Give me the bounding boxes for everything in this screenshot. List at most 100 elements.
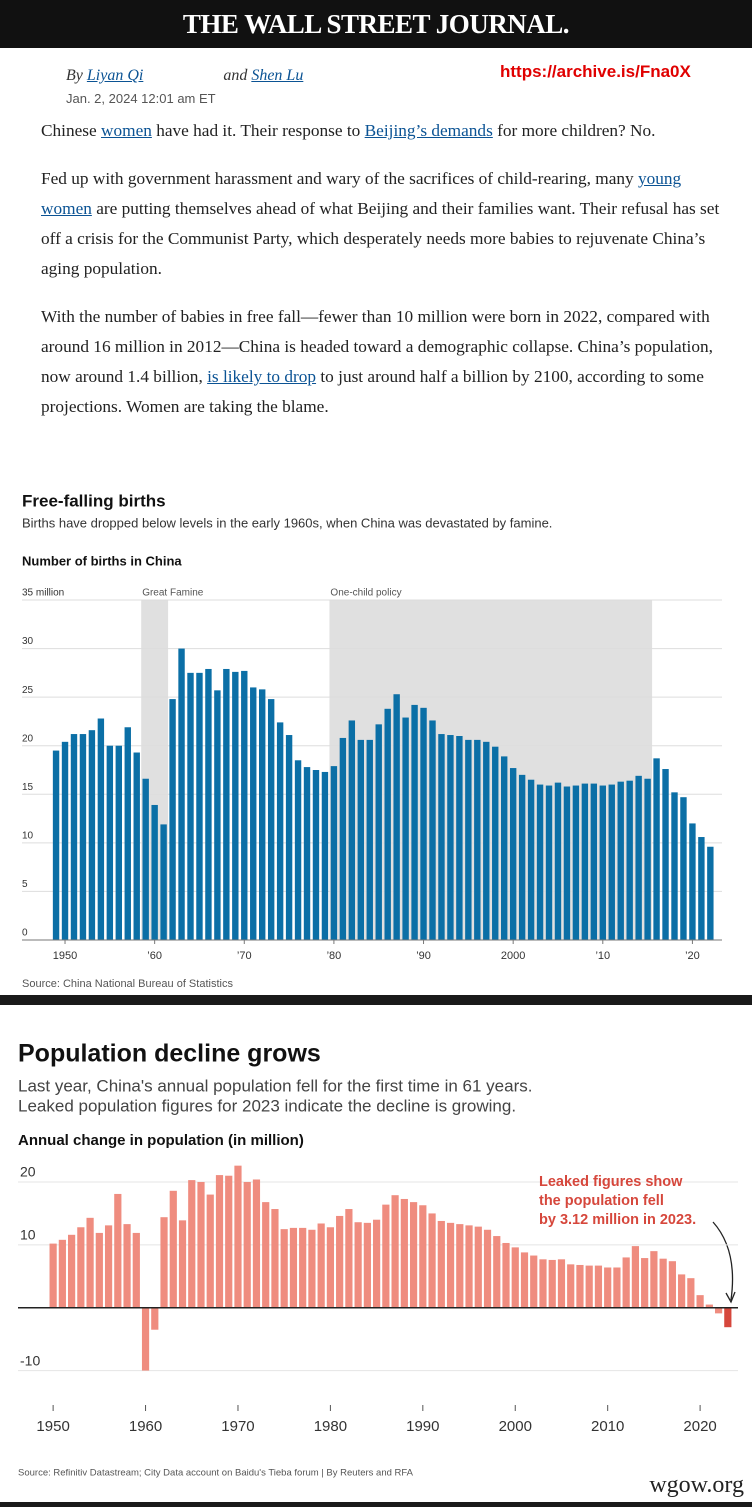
bar	[114, 1193, 122, 1308]
x-tick-label: ’80	[327, 950, 342, 962]
bar	[123, 1224, 131, 1308]
text-run: With the number of babies in free fall—f…	[41, 307, 713, 386]
text-run: Chinese	[41, 121, 101, 140]
bar	[411, 704, 418, 940]
y-tick-label: 0	[22, 928, 28, 939]
bar	[61, 741, 69, 940]
bar	[641, 1258, 649, 1308]
bar	[687, 1278, 695, 1308]
bar	[696, 1295, 704, 1308]
bar	[133, 752, 140, 940]
byline-by: By	[66, 67, 83, 84]
y-tick-label: 5	[22, 879, 28, 890]
bar	[536, 784, 544, 940]
bar	[373, 1219, 381, 1308]
bar	[206, 1194, 214, 1308]
byline-and: and	[223, 67, 248, 84]
bar	[375, 724, 382, 940]
bar	[493, 1236, 501, 1308]
bar	[419, 1205, 427, 1308]
bar	[617, 781, 624, 940]
bar	[391, 1195, 399, 1308]
bar	[567, 1264, 575, 1308]
bar	[299, 1227, 307, 1308]
x-tick-label: ’70	[237, 950, 252, 962]
text-run: are putting themselves ahead of what Bei…	[41, 199, 720, 278]
chart-source: Source: China National Bureau of Statist…	[22, 978, 233, 990]
axis-title: Number of births in China	[22, 553, 182, 568]
bar	[714, 1307, 723, 1314]
bar	[178, 648, 185, 940]
text-run: to just around half a billion by 2100, a…	[41, 367, 704, 416]
x-tick-label: 1950	[53, 950, 77, 962]
y-tick-label: 20	[20, 1164, 36, 1180]
bar	[262, 1202, 270, 1308]
x-tick-label: 2000	[499, 1418, 532, 1435]
bar	[196, 672, 203, 940]
author-link[interactable]: Liyan Qi	[86, 67, 144, 84]
bar	[70, 734, 78, 940]
bar	[77, 1227, 85, 1308]
bar	[483, 1229, 492, 1308]
bar	[650, 1251, 658, 1308]
bar	[680, 797, 687, 940]
chart-source: Source: Refinitiv Datastream; City Data …	[18, 1468, 414, 1479]
bar	[49, 1243, 57, 1308]
annotation-arrow	[712, 1221, 734, 1301]
bar	[671, 792, 678, 940]
bar	[465, 1225, 473, 1308]
x-tick-label: ’60	[147, 950, 162, 962]
bar	[160, 824, 167, 940]
bar	[88, 730, 96, 940]
bar	[330, 766, 338, 940]
bar	[474, 739, 481, 940]
author-link[interactable]: Shen Lu	[251, 67, 304, 84]
divider	[0, 995, 752, 1005]
bar	[622, 1257, 630, 1308]
annotation: the population fell	[539, 1193, 664, 1209]
bar	[354, 1222, 362, 1308]
bar	[267, 699, 275, 940]
bar	[308, 1229, 316, 1308]
article-body: Chinese women have had it. Their respons…	[41, 116, 731, 440]
y-tick-label: 25	[22, 685, 34, 696]
masthead: THE WALL STREET JOURNAL.	[0, 0, 752, 48]
inline-link[interactable]: women	[101, 121, 152, 140]
period-label: One-child policy	[330, 588, 401, 599]
bar	[178, 1220, 187, 1308]
bar	[724, 1307, 732, 1328]
bar	[402, 717, 409, 940]
inline-link[interactable]: is likely to drop	[207, 367, 317, 386]
bar	[232, 671, 239, 940]
x-tick-label: 2010	[591, 1418, 624, 1435]
bar	[393, 694, 400, 940]
bar	[366, 739, 373, 940]
bar	[187, 672, 194, 940]
bottom-border	[0, 1502, 752, 1507]
paragraph: With the number of babies in free fall—f…	[41, 302, 731, 422]
bar	[86, 1217, 94, 1308]
bar	[223, 668, 230, 940]
bar	[104, 1225, 113, 1308]
y-tick-label: 35 million	[22, 588, 64, 599]
bar	[336, 1215, 344, 1308]
bar	[502, 1242, 510, 1308]
period-label: Great Famine	[142, 588, 204, 599]
bar	[653, 758, 660, 940]
bar	[115, 745, 122, 940]
inline-link[interactable]: Beijing’s demands	[364, 121, 493, 140]
bar	[169, 699, 176, 940]
inline-link[interactable]: young women	[41, 169, 682, 218]
bar	[384, 708, 391, 940]
y-tick-label: 20	[22, 733, 34, 744]
bar	[545, 785, 553, 940]
x-tick-label: 2020	[683, 1418, 716, 1435]
x-tick-label: 1990	[406, 1418, 439, 1435]
bar	[151, 1307, 159, 1330]
bar	[678, 1274, 686, 1308]
bar	[188, 1180, 196, 1308]
axis-title: Annual change in population (in million)	[18, 1132, 304, 1149]
bar	[252, 1179, 261, 1308]
bar	[52, 750, 60, 940]
